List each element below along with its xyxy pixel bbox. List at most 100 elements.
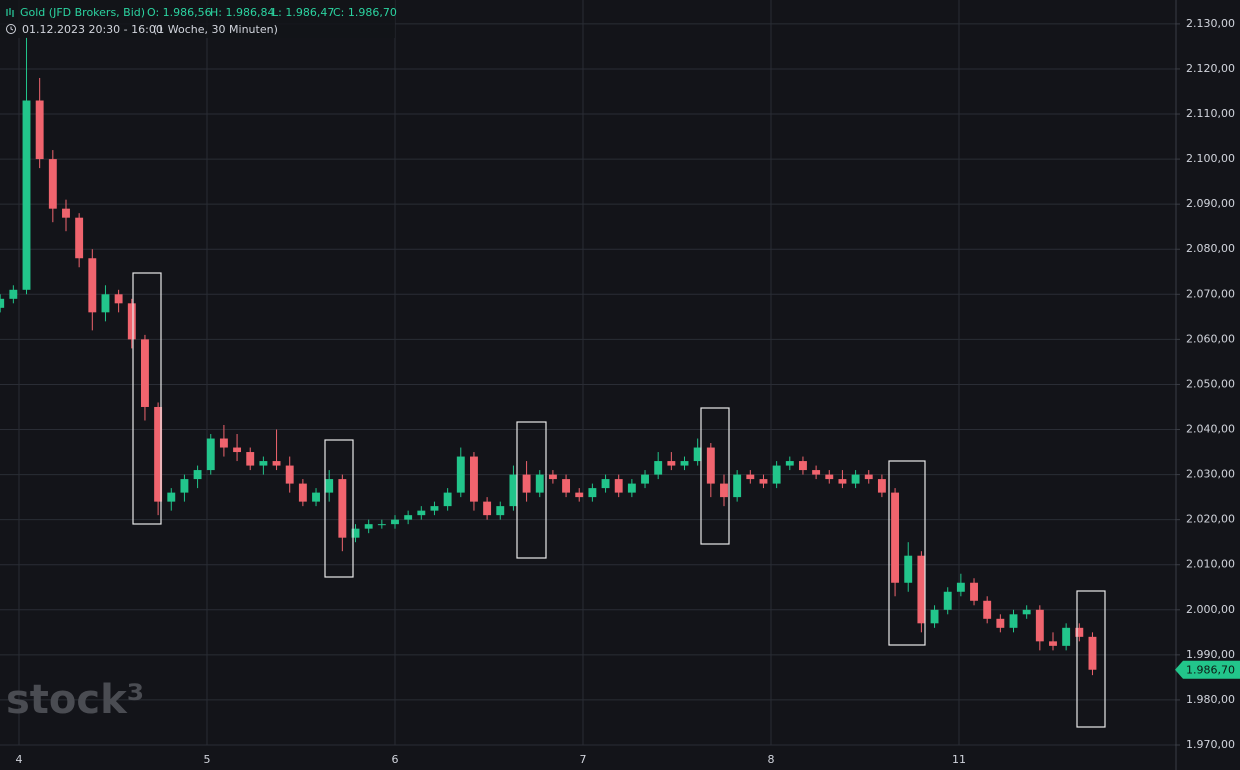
candle-body [219, 438, 228, 448]
candle-body [614, 479, 623, 493]
candle-body [430, 506, 439, 511]
candle-body [127, 303, 136, 340]
candle-body [812, 470, 821, 475]
candle-body [522, 474, 531, 493]
candle-body [338, 479, 347, 538]
candle-body [9, 289, 18, 299]
axes: 1.970,00 1.980,00 1.990,00 2.000,00 2.010,00… [15, 17, 1240, 766]
candle-body [88, 258, 97, 313]
candle-body [956, 582, 965, 592]
candle-body [75, 217, 84, 259]
candle-body [351, 528, 360, 538]
candle-body [298, 483, 307, 502]
candle-body [0, 298, 5, 308]
candle-body [917, 555, 926, 624]
candle-body [246, 452, 255, 466]
clock-icon [6, 24, 16, 34]
candle-body [785, 461, 794, 466]
candle-body [759, 479, 768, 484]
y-tick-label: 2.110,00 [1186, 107, 1235, 120]
candle-body [312, 492, 320, 502]
x-tick-label: 4 [15, 753, 22, 766]
grid [0, 0, 1175, 746]
candle-body [680, 461, 689, 466]
header: Gold (JFD Brokers, Bid) O: 1.986,56 H: 1… [0, 0, 397, 38]
last-price-tag [1175, 660, 1240, 679]
candle-body [943, 591, 952, 610]
highlight-box [700, 407, 730, 545]
y-tick-label: 2.060,00 [1186, 332, 1235, 345]
candle-body [101, 294, 110, 313]
candle-body [456, 456, 465, 493]
candle-body [114, 294, 123, 304]
candle-body [443, 492, 452, 507]
candle-body [1009, 614, 1018, 628]
candle-body [141, 339, 149, 407]
header-bg [0, 0, 395, 38]
highlight-box [324, 439, 354, 578]
candle-body [22, 100, 31, 290]
candle-body [641, 474, 649, 484]
ohlc-high: H: 1.986,84 [210, 6, 274, 19]
x-tick-label: 11 [952, 753, 966, 766]
candle-body [983, 600, 992, 619]
watermark: stock³ [6, 677, 144, 723]
y-tick-label: 2.100,00 [1186, 152, 1235, 165]
y-tick-label: 2.010,00 [1186, 558, 1235, 571]
candle-body [1062, 627, 1071, 646]
candle-body [601, 479, 610, 489]
candle-body [746, 474, 755, 480]
candle-body [970, 582, 978, 601]
candle-body [259, 461, 268, 466]
x-tick-label: 5 [203, 753, 210, 766]
candle-body [588, 488, 597, 498]
candle-body [325, 479, 334, 493]
symbol-name: Gold (JFD Brokers, Bid) [20, 6, 145, 19]
y-tick-label: 1.980,00 [1186, 693, 1235, 706]
candle-body [167, 492, 176, 502]
y-tick-label: 2.000,00 [1186, 603, 1235, 616]
candle-body [391, 519, 399, 525]
y-tick-label: 2.020,00 [1186, 513, 1235, 526]
candle-body [62, 208, 70, 218]
y-tick-label: 2.080,00 [1186, 242, 1235, 255]
candle-body [706, 447, 715, 484]
symbol-icon [6, 8, 14, 17]
candle-body [720, 483, 728, 498]
highlight-box [888, 460, 926, 646]
candle-body [417, 510, 426, 516]
candle-body [1049, 641, 1057, 646]
candle-body [496, 506, 505, 516]
candle-body [838, 479, 847, 484]
candle-body [377, 524, 386, 526]
candle-body [1035, 609, 1044, 642]
candle-body [996, 618, 1005, 628]
candle-body [404, 515, 413, 520]
ohlc-close: C: 1.986,70 [333, 6, 397, 19]
candle-body [654, 461, 663, 475]
candle-body [667, 461, 676, 466]
candle-body [904, 555, 913, 583]
candle-body [180, 479, 189, 493]
candle-body [891, 492, 900, 583]
y-tick-label: 1.970,00 [1186, 738, 1235, 751]
candle-body [535, 474, 544, 493]
ohlc-low: L: 1.986,47 [272, 6, 334, 19]
x-tick-label: 7 [579, 753, 586, 766]
x-tick-label: 6 [391, 753, 398, 766]
candle-body [1088, 636, 1097, 670]
highlight-box [516, 421, 547, 559]
last-price-label: 1.986,70 [1186, 664, 1235, 677]
highlight-boxes [132, 272, 1106, 728]
x-tick-label: 8 [767, 753, 774, 766]
highlight-box [1076, 590, 1106, 728]
candle-body [877, 479, 886, 493]
candle-body [509, 474, 518, 507]
date-range: 01.12.2023 20:30 - 16:00 [22, 23, 163, 36]
y-tick-label: 2.030,00 [1186, 468, 1235, 481]
candle-body [851, 474, 860, 484]
candle-body [772, 465, 781, 484]
y-tick-label: 1.990,00 [1186, 648, 1235, 661]
candles [0, 37, 1097, 676]
candle-body [193, 470, 202, 480]
